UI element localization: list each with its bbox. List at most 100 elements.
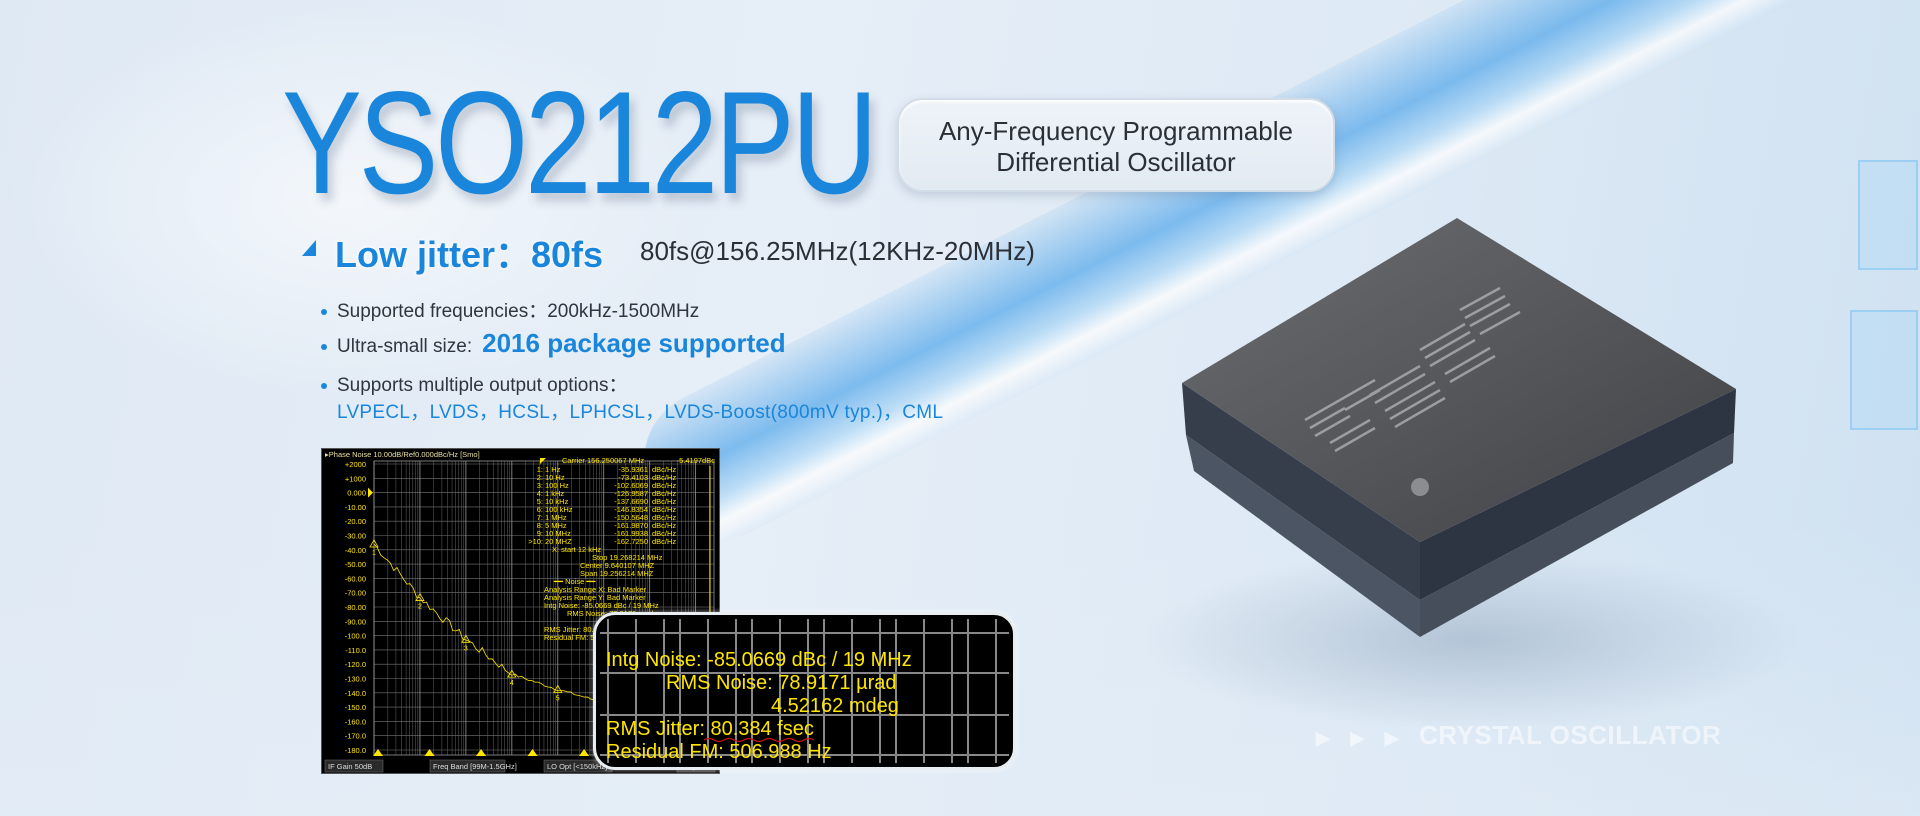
marker-id: 2: <box>537 473 543 482</box>
y-tick-label: -100.0 <box>345 632 366 641</box>
feature-label: Supported frequencies：200kHz-1500MHz <box>337 301 700 322</box>
product-description-badge: Any-Frequency Programmable Differential … <box>897 98 1335 192</box>
chip-base-left <box>1186 435 1420 637</box>
bottom-marker-icon <box>476 749 487 756</box>
reference-marker-icon <box>368 487 373 498</box>
output-options-list: LVPECL，LVDS，HCSL，LPHCSL，LVDS-Boost(800mV… <box>337 402 944 423</box>
marker-unit: dBc/Hz <box>652 521 676 530</box>
bullet-dot-icon <box>321 343 327 350</box>
status-item: Freq Band [99M-1.5GHz] <box>433 762 517 771</box>
marker-unit: dBc/Hz <box>652 505 676 514</box>
feature-emphasis: 2016 package supported <box>482 328 786 358</box>
marker-unit: dBc/Hz <box>652 537 676 546</box>
marker-label: 2 <box>418 604 422 611</box>
marker-id: 5: <box>537 497 543 506</box>
y-tick-label: -60.00 <box>345 574 366 583</box>
y-tick-label: -110.0 <box>345 646 366 655</box>
triangle-bullet-icon <box>302 240 316 256</box>
callout-rms-noise: RMS Noise: 78.9171 µrad <box>666 672 897 694</box>
marker-unit: dBc/Hz <box>652 497 676 506</box>
y-tick-label: -80.00 <box>345 603 366 612</box>
tagline-text: CRYSTAL OSCILLATOR <box>1419 720 1722 750</box>
carrier-text: Carrier 156.250067 MHz <box>562 456 644 465</box>
bottom-marker-icon <box>579 749 590 756</box>
y-tick-label: -180.0 <box>345 746 366 755</box>
bullet-dot-icon <box>321 308 327 315</box>
marker-freq: 100 kHz <box>545 505 573 514</box>
marker-label: 4 <box>510 680 514 687</box>
chip-logo-yxc <box>1304 286 1521 453</box>
marker-freq: 5 MHz <box>545 521 567 530</box>
plot-frame <box>373 460 715 756</box>
arrow-right-icon: ▶ <box>1384 728 1400 748</box>
marker-value: -146.8354 <box>614 505 648 514</box>
chip-side-right <box>1420 389 1736 600</box>
callout-residual-fm: Residual FM: 506.988 Hz <box>606 741 832 763</box>
marker-id: 7: <box>537 513 543 522</box>
summary-line: Stop 19.268214 MHz <box>592 553 663 562</box>
marker-freq: 10 Hz <box>545 473 565 482</box>
marker-unit: dBc/Hz <box>652 465 676 474</box>
jitter-zoom-callout: Intg Noise: -85.0669 dBc / 19 MHz RMS No… <box>593 612 1016 770</box>
feature-label: Supports multiple output options： <box>337 375 628 396</box>
y-tick-label: +2000 <box>345 460 366 469</box>
bullet-dot-icon <box>321 382 327 389</box>
callout-rms-jitter: RMS Jitter: 80.384 fsec <box>606 718 814 740</box>
status-item-bg <box>324 759 384 773</box>
low-jitter-headline: Low jitter：80fs <box>335 234 604 275</box>
summary-line: Intg Noise: -85.0669 dBc / 19 MHz <box>544 601 659 610</box>
marker-label: 1 <box>372 550 376 557</box>
low-jitter-detail: 80fs@156.25MHz(12KHz-20MHz) <box>640 236 1035 266</box>
summary-line: Center 9.640107 MHZ <box>580 561 655 570</box>
marker-freq: 1 kHz <box>545 489 564 498</box>
summary-line: RMS Jitter: 80.384 fsec <box>544 625 622 634</box>
marker-freq: 1 Hz <box>545 465 561 474</box>
marker-unit: dBc/Hz <box>652 529 676 538</box>
summary-line: Residual FM: 506.988 Hz <box>544 633 629 642</box>
callout-intg-noise: Intg Noise: -85.0669 dBc / 19 MHz <box>606 649 912 671</box>
status-item: LO Opt [<150kHz] <box>547 762 607 771</box>
summary-line: Analysis Range Y: Bad Marker <box>544 593 646 602</box>
marker-id: 6: <box>537 505 543 514</box>
y-tick-label: -70.00 <box>345 589 366 598</box>
product-model-title: YSO212PU <box>282 61 878 224</box>
y-tick-label: -150.0 <box>345 703 366 712</box>
summary-line: Analysis Range X: Bad Marker <box>544 585 647 594</box>
marker-icon <box>369 539 379 548</box>
chip-base-right <box>1420 433 1734 637</box>
background-highlight <box>0 0 700 400</box>
carrier-level: -5.4197dBc <box>677 456 716 465</box>
chip-pin1-dot <box>1411 478 1429 496</box>
chart-title: ▸Phase Noise 10.00dB/Ref0.000dBc/Hz [Smo… <box>325 450 480 459</box>
marker-unit: dBc/Hz <box>652 489 676 498</box>
marker-value: -35.9361 <box>618 465 648 474</box>
description-line-1: Any-Frequency Programmable <box>938 116 1294 146</box>
y-tick-label: -140.0 <box>345 689 366 698</box>
chip-side-left <box>1182 383 1420 600</box>
arrow-right-icon: ▶ <box>1316 728 1331 748</box>
y-tick-label: -10.00 <box>345 503 366 512</box>
summary-line: ━━ Noise ━━ <box>553 577 596 586</box>
callout-mdeg: 4.52162 mdeg <box>771 695 899 717</box>
description-line-2: Differential Oscillator <box>996 147 1236 177</box>
marker-id: >10: <box>528 537 543 546</box>
marker-id: 1: <box>537 465 543 474</box>
bottom-marker-icon <box>424 749 435 756</box>
marker-freq: 10 MHz <box>545 529 571 538</box>
marker-freq: 1 MHz <box>545 513 567 522</box>
marker-value: -150.5648 <box>614 513 648 522</box>
y-tick-label: -130.0 <box>345 675 366 684</box>
marker-id: 3: <box>537 481 543 490</box>
marker-icon <box>507 669 517 678</box>
arrow-right-icon: ▶ <box>1350 728 1365 748</box>
marker-label: 3 <box>464 645 468 652</box>
feature-item: Supported frequencies：200kHz-1500MHz <box>321 296 699 323</box>
y-tick-label: -170.0 <box>345 732 366 741</box>
marker-icon <box>461 634 471 643</box>
marker-id: 8: <box>537 521 543 530</box>
marker-unit: dBc/Hz <box>652 513 676 522</box>
feature-item: Supports multiple output options： <box>321 370 627 397</box>
status-item-bg <box>429 759 506 773</box>
y-tick-label: -120.0 <box>345 660 366 669</box>
